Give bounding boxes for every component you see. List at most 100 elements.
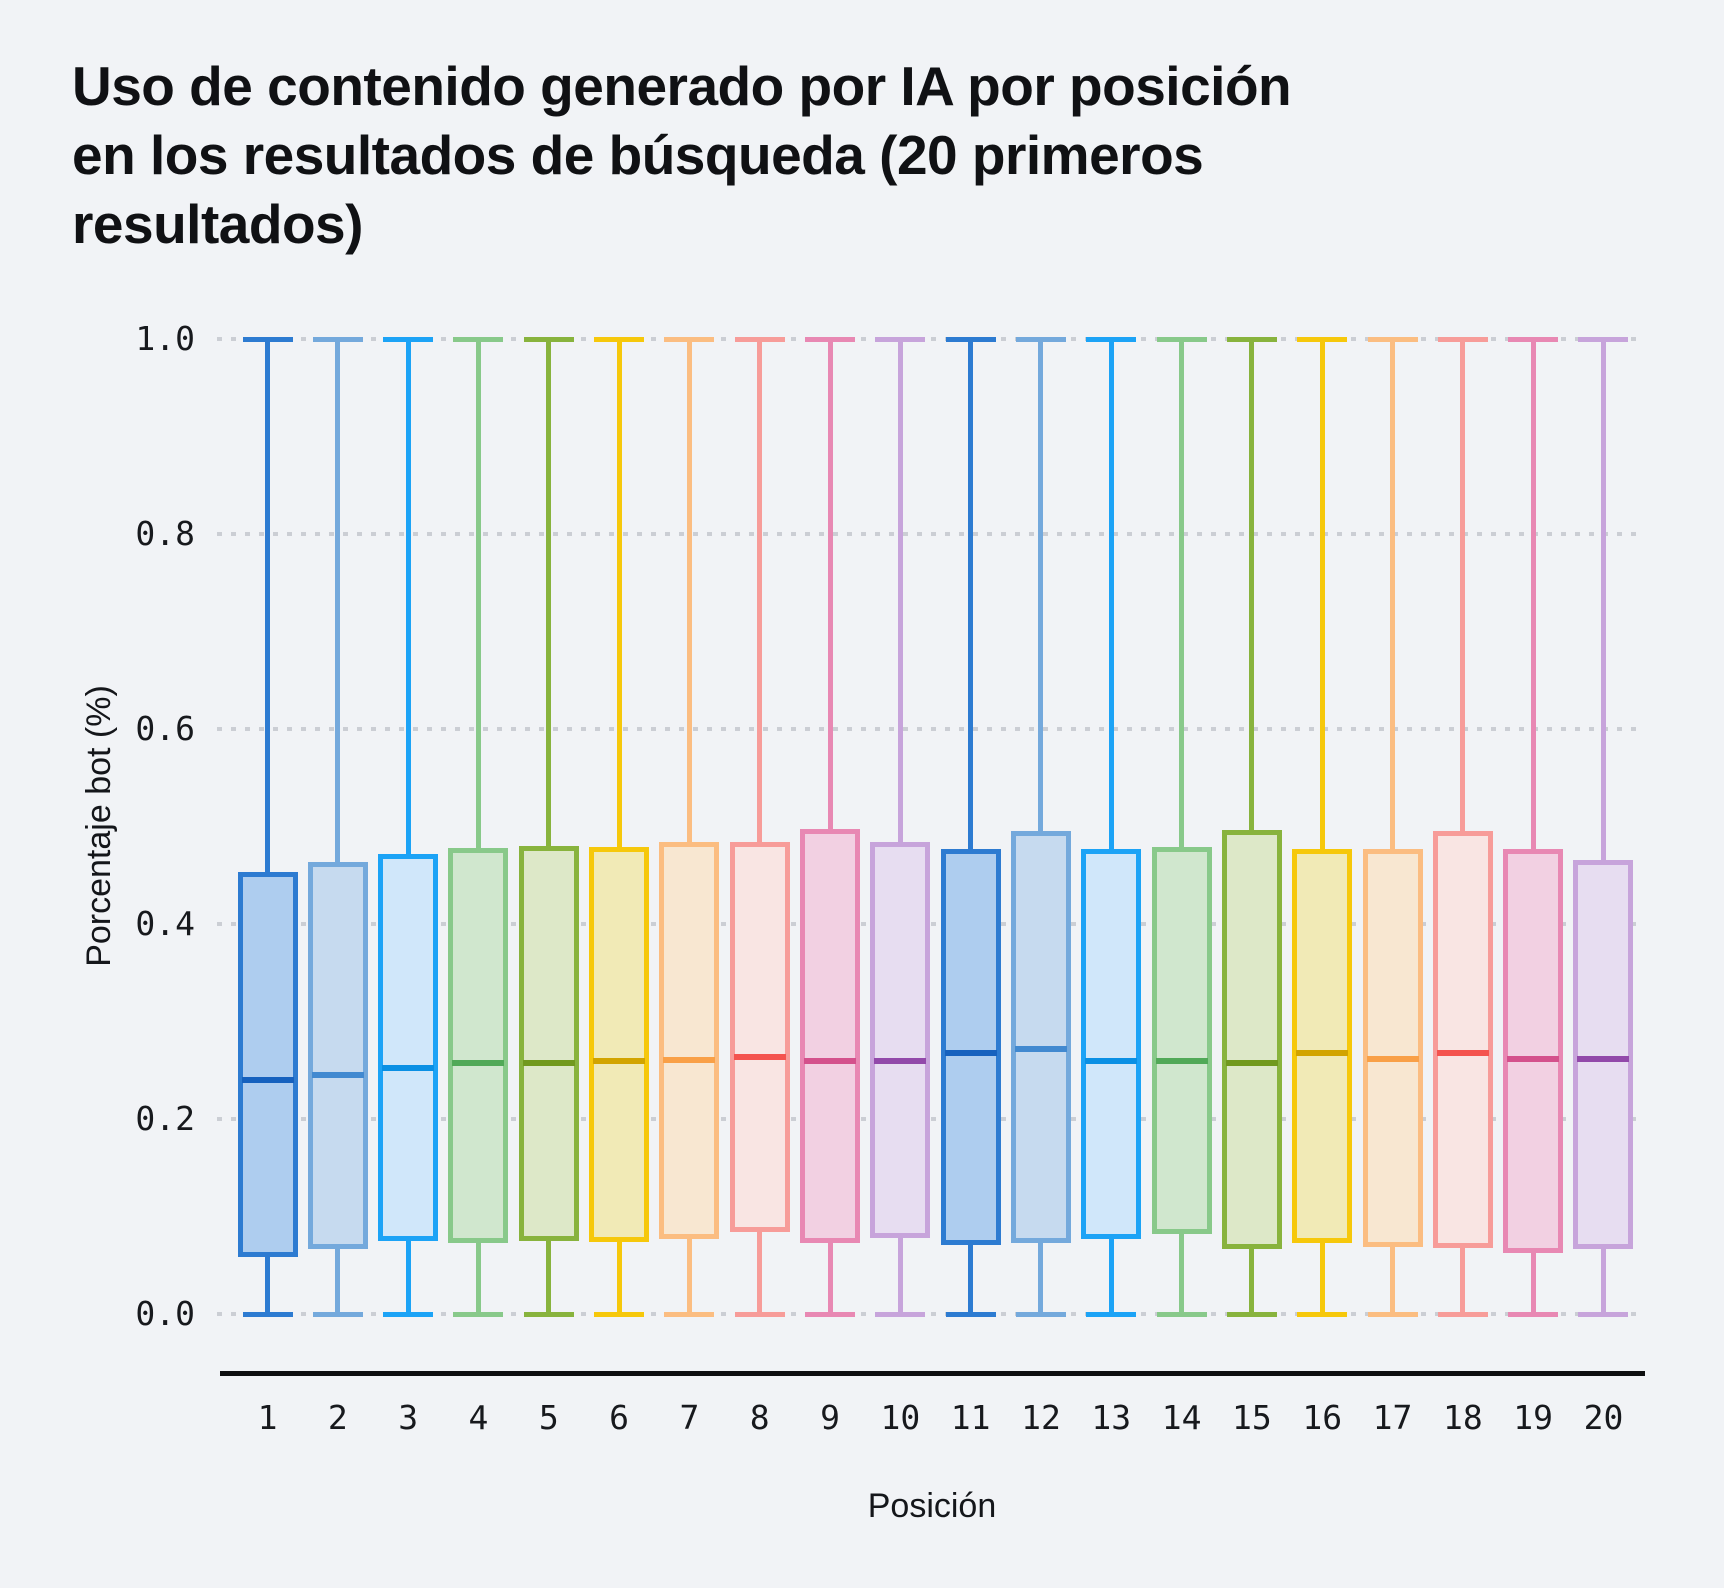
median-line [804, 1058, 857, 1065]
upper-whisker [405, 339, 411, 854]
upper-whisker [475, 339, 481, 848]
y-tick-label-0.8: 0.8 [135, 514, 195, 553]
lower-whisker [1390, 1246, 1396, 1314]
iqr-box [448, 847, 509, 1243]
upper-whisker [897, 339, 903, 843]
x-tick-label-1: 1 [257, 1398, 278, 1437]
boxplot-position-1 [237, 336, 298, 1317]
lower-whisker-cap [1015, 1311, 1066, 1317]
iqr-box [307, 861, 368, 1249]
chart-title-line-2: en los resultados de búsqueda (20 primer… [72, 124, 1204, 186]
y-tick-label-0.6: 0.6 [135, 709, 195, 748]
lower-whisker [827, 1242, 833, 1314]
lower-whisker [405, 1240, 411, 1314]
x-tick-label-2: 2 [327, 1398, 348, 1437]
lower-whisker-cap [1156, 1311, 1207, 1317]
upper-whisker-cap [734, 336, 785, 342]
lower-whisker-cap [1086, 1311, 1137, 1317]
median-line [1366, 1055, 1419, 1062]
x-tick-label-14: 14 [1161, 1398, 1202, 1437]
x-tick-label-8: 8 [749, 1398, 770, 1437]
upper-whisker [1530, 339, 1536, 849]
lower-whisker-cap [1578, 1311, 1629, 1317]
gridline-0.0 [217, 1312, 1645, 1317]
iqr-box [1573, 859, 1634, 1249]
lower-whisker [686, 1238, 692, 1314]
boxplot-position-20 [1573, 336, 1634, 1317]
lower-whisker-cap [875, 1311, 926, 1317]
lower-whisker [475, 1242, 481, 1314]
y-tick-label-0.2: 0.2 [135, 1099, 195, 1138]
lower-whisker-cap [805, 1311, 856, 1317]
boxplot-position-16 [1292, 336, 1353, 1317]
lower-whisker-cap [453, 1311, 504, 1317]
boxplot-position-14 [1151, 336, 1212, 1317]
gridline-0.4 [217, 922, 1645, 927]
lower-whisker [757, 1232, 763, 1314]
upper-whisker [1390, 339, 1396, 849]
median-line [452, 1060, 505, 1067]
median-line [382, 1065, 435, 1072]
lower-whisker [1530, 1252, 1536, 1314]
iqr-box [729, 842, 790, 1233]
lower-whisker [1038, 1242, 1044, 1314]
lower-whisker [1249, 1248, 1255, 1314]
iqr-box [870, 842, 931, 1238]
x-tick-label-9: 9 [820, 1398, 840, 1437]
lower-whisker-cap [1508, 1311, 1559, 1317]
upper-whisker [1319, 339, 1325, 849]
median-line [1225, 1060, 1278, 1067]
upper-whisker [1249, 339, 1255, 831]
iqr-box [1151, 846, 1212, 1235]
median-line [1577, 1055, 1630, 1062]
x-tick-label-11: 11 [950, 1398, 991, 1437]
upper-whisker [335, 339, 341, 862]
lower-whisker [616, 1241, 622, 1314]
iqr-box [237, 872, 298, 1258]
gridline-0.6 [217, 727, 1645, 732]
lower-whisker [1319, 1242, 1325, 1314]
upper-whisker-cap [242, 336, 293, 342]
upper-whisker [616, 339, 622, 847]
upper-whisker-cap [1226, 336, 1277, 342]
boxplot-position-9 [800, 336, 861, 1317]
x-tick-label-15: 15 [1232, 1398, 1272, 1437]
boxplot-position-13 [1081, 336, 1142, 1317]
upper-whisker [1108, 339, 1114, 849]
iqr-box [1432, 831, 1493, 1248]
chart-title-line-1: Uso de contenido generado por IA por pos… [72, 55, 1292, 117]
iqr-box [378, 853, 439, 1241]
boxplot-position-11 [940, 336, 1001, 1317]
boxplot-position-7 [659, 336, 720, 1317]
lower-whisker-cap [1367, 1311, 1418, 1317]
lower-whisker-cap [383, 1311, 434, 1317]
upper-whisker-cap [1437, 336, 1488, 342]
x-tick-label-13: 13 [1091, 1398, 1132, 1437]
boxplot-position-10 [870, 336, 931, 1317]
y-tick-label-0.4: 0.4 [135, 904, 195, 943]
boxplot-position-19 [1503, 336, 1564, 1317]
median-line [663, 1056, 716, 1063]
upper-whisker-cap [664, 336, 715, 342]
x-axis-title: Posición [867, 1487, 997, 1525]
chart-title: Uso de contenido generado por IA por pos… [72, 52, 1592, 259]
boxplot-position-4 [448, 336, 509, 1317]
lower-whisker [1108, 1238, 1114, 1314]
lower-whisker [897, 1237, 903, 1314]
lower-whisker-cap [594, 1311, 645, 1317]
median-line [522, 1060, 575, 1067]
lower-whisker [335, 1248, 341, 1314]
gridline-1.0 [217, 337, 1645, 342]
median-line [1085, 1058, 1138, 1065]
upper-whisker-cap [1015, 336, 1066, 342]
upper-whisker-cap [1367, 336, 1418, 342]
upper-whisker [757, 339, 763, 843]
x-tick-label-17: 17 [1372, 1398, 1413, 1437]
x-tick-label-18: 18 [1442, 1398, 1483, 1437]
iqr-box [518, 846, 579, 1241]
upper-whisker-cap [875, 336, 926, 342]
x-tick-label-12: 12 [1021, 1398, 1061, 1437]
boxplot-position-17 [1362, 336, 1423, 1317]
median-line [944, 1049, 997, 1056]
lower-whisker-cap [523, 1311, 574, 1317]
